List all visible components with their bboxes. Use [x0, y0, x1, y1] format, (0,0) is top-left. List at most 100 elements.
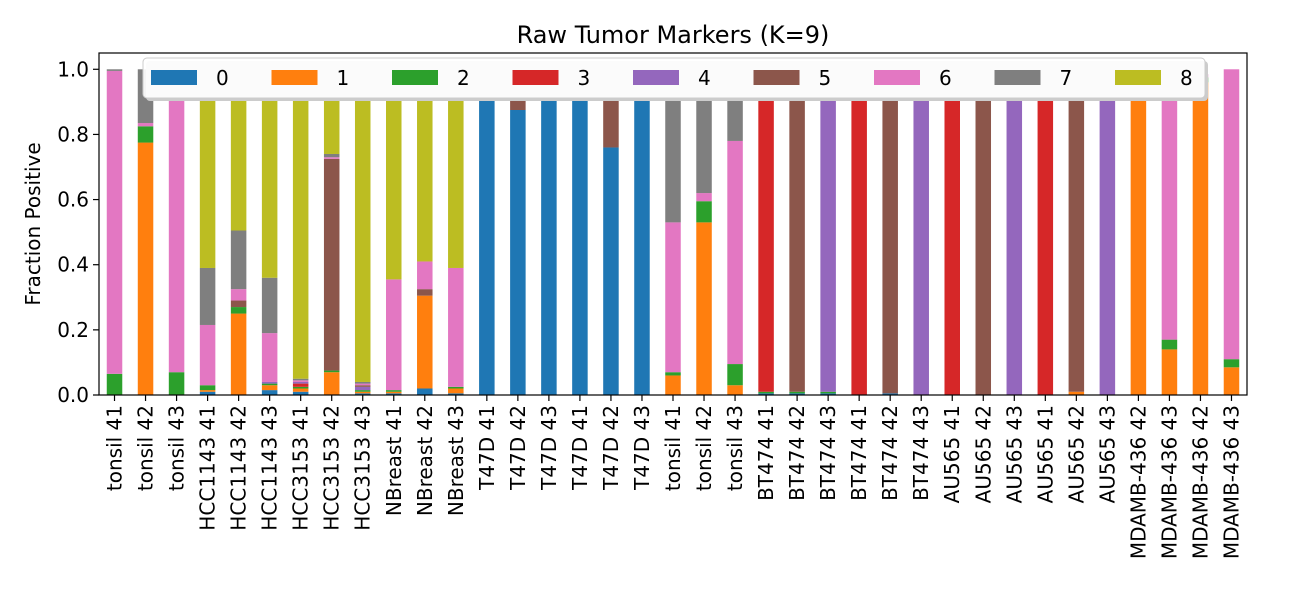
- legend-label-0: 0: [216, 66, 229, 90]
- bar-segment-2: [1223, 359, 1240, 368]
- bar-segment-6: [386, 279, 402, 391]
- bar-segment-1: [1130, 69, 1147, 395]
- bar-segment-1: [261, 385, 278, 391]
- x-tick-label: NBreast 42: [413, 405, 437, 516]
- x-tick-label: MDAMB-436 43: [1219, 405, 1243, 559]
- legend-label-5: 5: [819, 66, 832, 90]
- x-tick-label: HCC1143 41: [196, 405, 220, 531]
- bar-segment-0: [603, 147, 619, 395]
- bar-segment-2: [199, 385, 216, 391]
- legend-label-4: 4: [698, 66, 711, 90]
- bar-segment-7: [199, 267, 216, 325]
- bar-segment-0: [479, 69, 495, 395]
- bar-segment-6: [137, 123, 154, 127]
- y-tick-label: 0.4: [57, 253, 89, 277]
- bar-segment-2: [292, 386, 309, 389]
- bar-segment-1: [386, 391, 402, 394]
- x-tick-label: HCC3153 43: [351, 405, 375, 531]
- bar-segment-3: [758, 69, 774, 392]
- legend-swatch-2: [392, 70, 438, 85]
- bar-segment-3: [851, 69, 867, 395]
- x-tick-label: HCC1143 42: [227, 405, 251, 531]
- bar-segment-0: [417, 388, 433, 395]
- bar-segment-6: [1223, 69, 1240, 360]
- bar-segment-0: [292, 391, 309, 395]
- bar-segment-0: [541, 69, 557, 395]
- bar-segment-0: [634, 69, 650, 395]
- bar-segment-8: [230, 69, 247, 231]
- bar-segment-6: [168, 69, 185, 373]
- bar-segment-2: [758, 391, 774, 394]
- legend-swatch-6: [874, 70, 920, 85]
- bar-segment-1: [417, 295, 433, 389]
- legend-label-1: 1: [337, 66, 350, 90]
- bar-segment-5: [789, 69, 805, 392]
- bar-segment-1: [292, 388, 309, 392]
- bar-segment-1: [448, 388, 464, 394]
- legend-swatch-8: [1115, 70, 1161, 85]
- legend-label-3: 3: [578, 66, 591, 90]
- bar-segment-2: [106, 373, 123, 395]
- x-tick-label: BT474 41: [847, 405, 871, 501]
- y-tick-label: 0.2: [57, 318, 89, 342]
- bar-segment-1: [1192, 82, 1209, 395]
- bar-segment-4: [1099, 69, 1116, 395]
- bar-segment-1: [1068, 391, 1085, 395]
- bar-segment-6: [199, 324, 216, 386]
- bar-segment-8: [354, 67, 371, 382]
- bar-segment-0: [386, 393, 402, 395]
- bar-segment-7: [261, 277, 278, 334]
- bar-segment-5: [975, 69, 992, 395]
- x-tick-label: tonsil 41: [103, 405, 127, 491]
- x-tick-label: BT474 43: [816, 405, 840, 501]
- x-axis-ticks: tonsil 41 tonsil 42 tonsil 43 HCC1143 41 HCC…: [103, 395, 1243, 559]
- bar-segment-0: [510, 110, 526, 395]
- bar-segment-3: [1037, 69, 1054, 395]
- legend-swatch-5: [753, 70, 800, 85]
- bar-segment-0: [572, 69, 588, 395]
- bar-segment-8: [417, 69, 433, 262]
- legend-label-6: 6: [939, 66, 952, 90]
- bar-segment-1: [230, 313, 247, 395]
- x-tick-label: AU565 41: [940, 405, 964, 503]
- x-tick-label: BT474 42: [785, 405, 809, 501]
- bar-segment-6: [665, 222, 681, 373]
- bar-segment-8: [386, 69, 402, 280]
- y-tick-label: 0.8: [57, 122, 89, 146]
- x-tick-label: AU565 43: [1002, 405, 1026, 503]
- chart-title: Raw Tumor Markers (K=9): [517, 21, 830, 49]
- bar-segment-1: [354, 391, 371, 394]
- bar-segment-2: [323, 370, 340, 373]
- bar-segment-1: [323, 372, 340, 395]
- bar-segment-7: [230, 230, 247, 290]
- x-tick-label: tonsil 42: [692, 405, 716, 491]
- x-tick-label: MDAMB-436 42: [1126, 405, 1150, 559]
- legend-swatch-1: [271, 70, 318, 85]
- bar-segment-8: [292, 67, 309, 379]
- bar-segment-0: [820, 393, 836, 395]
- legend-label-7: 7: [1060, 66, 1073, 90]
- bar-segment-7: [292, 378, 309, 381]
- bar-segment-2: [789, 391, 805, 394]
- bar-segment-7: [323, 153, 340, 158]
- legend-swatch-3: [512, 70, 559, 85]
- bar-segment-3: [944, 69, 960, 395]
- bar-segment-2: [230, 307, 247, 314]
- x-tick-label: tonsil 43: [723, 405, 747, 491]
- legend-label-2: 2: [457, 66, 470, 90]
- bar-segment-2: [1161, 339, 1178, 350]
- y-axis-ticks: 0.0 0.2 0.4 0.6 0.8 1.0: [57, 57, 99, 407]
- bar-segment-6: [323, 157, 340, 159]
- x-tick-label: NBreast 43: [444, 405, 468, 516]
- bar-segment-0: [789, 393, 805, 395]
- x-tick-label: T47D 43: [537, 405, 561, 491]
- y-tick-label: 0.0: [57, 383, 89, 407]
- x-tick-label: T47D 41: [568, 405, 592, 491]
- x-tick-label: tonsil 42: [134, 405, 158, 491]
- y-axis-label: Fraction Positive: [21, 142, 45, 305]
- bar-segment-2: [137, 126, 154, 143]
- bar-segment-8: [261, 67, 278, 278]
- bar-segment-2: [665, 372, 681, 376]
- bar-segment-6: [696, 193, 712, 202]
- bar-segment-8: [199, 69, 216, 268]
